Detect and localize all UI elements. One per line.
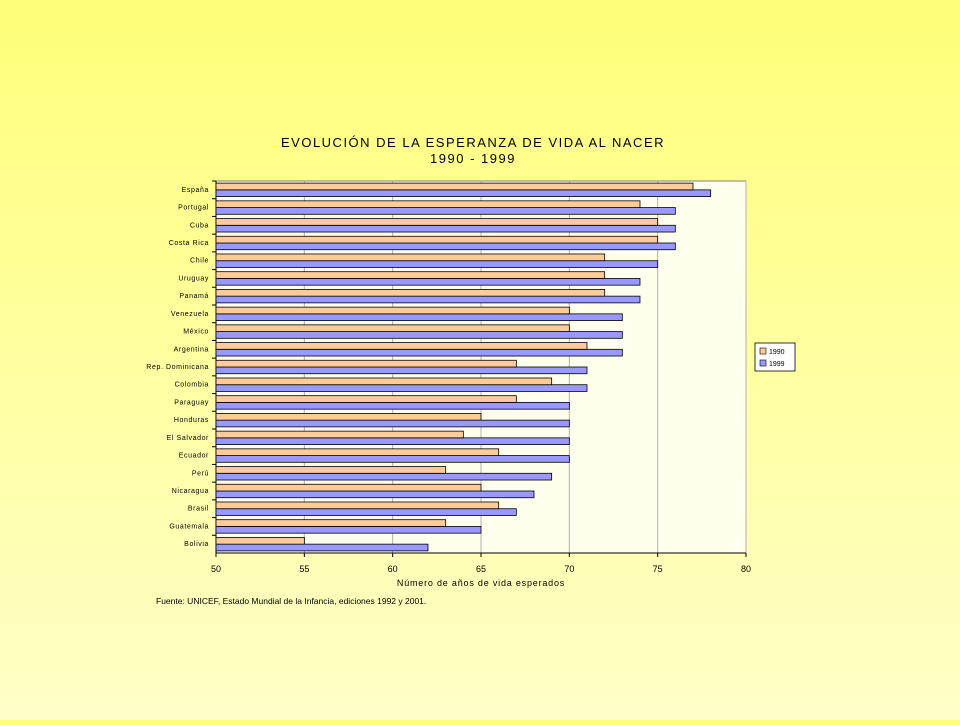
legend-box [754, 342, 796, 372]
legend-label: 1990 [769, 349, 785, 356]
legend-label: 1999 [769, 361, 785, 368]
bar-1999-15 [215, 455, 570, 463]
bar-1990-20 [215, 537, 305, 545]
bar-1999-1 [215, 207, 676, 215]
category-label: Panamá [179, 293, 209, 300]
category-label: Portugal [178, 205, 209, 212]
source-note: Fuente: UNICEF, Estado Mundial de la Inf… [156, 596, 426, 606]
category-label: Venezuela [171, 311, 209, 318]
category-label: Cuba [190, 222, 209, 229]
bar-1990-17 [215, 483, 482, 492]
bar-1990-6 [215, 289, 606, 297]
category-label: Colombia [175, 382, 209, 389]
category-label: Chile [190, 258, 209, 265]
x-tick-label: 65 [476, 564, 486, 574]
category-label: Argentina [174, 346, 209, 353]
category-label: Paraguay [174, 399, 209, 406]
bar-1999-10 [215, 366, 588, 375]
chart-title: EVOLUCIÓN DE LA ESPERANZA DE VIDA AL NAC… [281, 135, 665, 150]
bar-1999-2 [215, 224, 676, 233]
category-label: España [182, 187, 209, 194]
bar-1990-5 [215, 271, 606, 279]
category-label: Ecuador [179, 453, 209, 460]
category-label: Rep. Dominicana [146, 364, 209, 371]
x-tick-label: 50 [211, 564, 221, 574]
bar-1999-5 [215, 278, 641, 286]
bar-1990-3 [215, 235, 659, 244]
bar-1999-14 [215, 437, 570, 445]
category-label: Nicaragua [172, 488, 209, 495]
bar-1999-8 [215, 331, 623, 339]
category-label: Costa Rica [169, 240, 209, 247]
bar-1999-0 [215, 189, 712, 197]
category-label: Honduras [174, 417, 209, 424]
legend-swatch-1999 [759, 359, 767, 367]
bar-1990-7 [215, 306, 570, 315]
bar-1999-12 [215, 402, 570, 410]
x-tick-label: 75 [653, 564, 663, 574]
bar-1990-14 [215, 430, 464, 439]
category-label: Bolivia [184, 541, 209, 548]
category-label: El Salvador [167, 435, 209, 442]
category-label: Uruguay [178, 275, 209, 282]
bar-1990-19 [215, 519, 447, 527]
bar-1990-13 [215, 413, 482, 421]
x-tick-label: 55 [299, 564, 309, 574]
bar-1999-13 [215, 419, 570, 428]
bar-1990-8 [215, 324, 570, 332]
bar-1999-11 [215, 384, 588, 392]
category-label: México [183, 329, 209, 336]
bar-1999-20 [215, 543, 429, 552]
bar-1999-4 [215, 260, 659, 268]
bar-1999-19 [215, 526, 482, 534]
category-label: Guatemala [169, 523, 209, 530]
category-label: Brasil [188, 506, 209, 513]
bar-1990-11 [215, 377, 553, 386]
bar-1990-18 [215, 501, 500, 510]
x-tick-label: 70 [564, 564, 574, 574]
bar-1999-9 [215, 348, 623, 357]
bar-1990-2 [215, 218, 659, 226]
bar-1990-10 [215, 359, 517, 368]
bar-1999-18 [215, 508, 517, 516]
bar-1990-0 [215, 182, 694, 191]
x-tick-label: 60 [388, 564, 398, 574]
bar-1990-16 [215, 466, 447, 474]
bar-1999-17 [215, 490, 535, 499]
bar-1990-15 [215, 448, 500, 456]
bar-1990-4 [215, 253, 606, 262]
bar-1999-3 [215, 242, 676, 251]
x-axis-label: Número de años de vida esperados [397, 578, 565, 588]
bar-1990-1 [215, 200, 641, 208]
bar-1999-16 [215, 472, 553, 481]
legend-swatch-1990 [759, 347, 767, 355]
chart-title: 1990 - 1999 [430, 151, 516, 166]
category-label: Perú [192, 470, 209, 477]
bar-1999-7 [215, 313, 623, 321]
bar-1990-12 [215, 395, 517, 403]
x-tick-label: 80 [741, 564, 751, 574]
bar-1999-6 [215, 295, 641, 304]
bar-1990-9 [215, 342, 588, 350]
